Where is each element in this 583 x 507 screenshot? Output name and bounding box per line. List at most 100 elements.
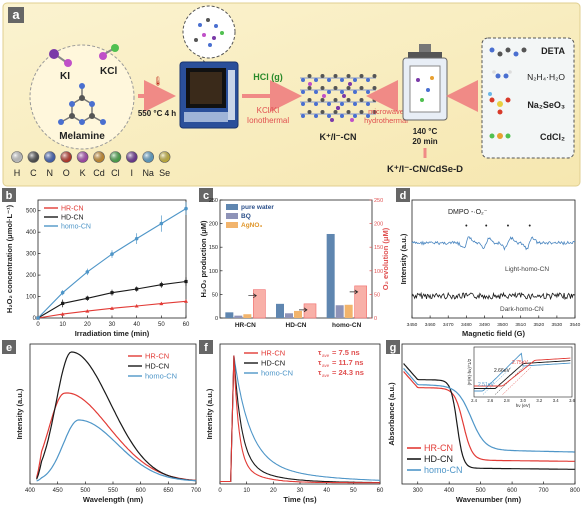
cdcl2-molecule bbox=[489, 133, 511, 139]
series-line-HD-CN bbox=[36, 351, 197, 482]
data-point bbox=[159, 221, 164, 226]
x-tick-label: 60 bbox=[377, 488, 384, 494]
cn-atom bbox=[327, 90, 331, 94]
panel-letter-box bbox=[386, 340, 400, 354]
x-tick-label: 300 bbox=[413, 488, 424, 494]
cn-atom bbox=[353, 90, 357, 94]
series-line-HD-CN bbox=[37, 280, 187, 319]
y-tick-label: 100 bbox=[209, 269, 218, 275]
x-tick-label: 500 bbox=[476, 488, 487, 494]
x-tick-label: 60 bbox=[183, 322, 190, 328]
y2-tick-label: 250 bbox=[374, 198, 383, 204]
atom-legend-shine bbox=[159, 151, 171, 163]
hydrazine-molecule bbox=[492, 70, 512, 79]
cn-atom bbox=[359, 110, 364, 114]
tau-subscript: ave bbox=[322, 353, 330, 358]
cn-atom bbox=[314, 90, 318, 94]
x-axis-label: Wavenumber (nm) bbox=[456, 495, 522, 504]
data-point bbox=[36, 316, 40, 320]
cn-atom bbox=[340, 78, 344, 82]
condition-1: 550 °C 4 h bbox=[138, 109, 176, 118]
atom-legend-label: N bbox=[47, 168, 54, 178]
cn-atom bbox=[333, 110, 338, 114]
inset-gap-label: 2.66eV bbox=[494, 368, 511, 374]
y-tick-label: 50 bbox=[212, 292, 218, 298]
cn-atom bbox=[320, 86, 325, 90]
legend-label: HR-CN bbox=[145, 352, 169, 361]
x-tick-label: 3480 bbox=[461, 322, 472, 328]
legend-label: HD-CN bbox=[261, 359, 285, 368]
ionothermal-2: Ionothermal bbox=[247, 116, 289, 125]
x-tick-label: 0 bbox=[218, 488, 222, 494]
cn-atom bbox=[340, 90, 344, 94]
x-tick-label: 3500 bbox=[497, 322, 508, 328]
x-tick-label: 3450 bbox=[407, 322, 418, 328]
light-trace bbox=[411, 236, 576, 251]
atom-legend-label: Cl bbox=[111, 168, 120, 178]
zoom-bubble-structure bbox=[194, 18, 224, 47]
atom-legend-label: H bbox=[14, 168, 21, 178]
panel-c: c 0 50 100 150 200 250 H₂O₂ production (μM) 0 50 1… bbox=[199, 188, 390, 329]
plot-frame bbox=[411, 199, 576, 319]
x-tick-label: 3520 bbox=[533, 322, 544, 328]
series-line-homo-CN bbox=[220, 355, 380, 483]
product-1: K⁺/I⁻-CN bbox=[320, 132, 357, 142]
atom-legend-shine bbox=[60, 151, 72, 163]
x-tick-label: 40 bbox=[133, 322, 140, 328]
series-line-HR-CN bbox=[220, 355, 380, 484]
cn-atom bbox=[320, 110, 325, 114]
y-axis-label: Intensity (a.u.) bbox=[15, 388, 24, 439]
inset-tangent bbox=[502, 366, 532, 395]
inset-y-label: (F(R)·hν)^1/2 bbox=[467, 358, 472, 385]
y-tick-label: 0 bbox=[33, 316, 37, 322]
cn-atom bbox=[372, 98, 377, 102]
cn-atom bbox=[346, 98, 351, 102]
cn-atom bbox=[340, 114, 344, 118]
x-tick-label: 20 bbox=[84, 322, 91, 328]
series-line-HR-CN bbox=[36, 392, 197, 481]
x-axis-label: Time (ns) bbox=[283, 495, 317, 504]
reagent-hydrazine: N₂H₄·H₂O bbox=[527, 72, 565, 82]
cn-atom bbox=[346, 86, 351, 90]
atom-legend-shine bbox=[44, 151, 56, 163]
cn-atom bbox=[301, 78, 305, 82]
panel-a-letter-box bbox=[8, 7, 24, 23]
tau-symbol: τ bbox=[318, 348, 322, 357]
tau-symbol: τ bbox=[318, 368, 322, 377]
inset-curve bbox=[474, 352, 571, 392]
arrow-icon bbox=[349, 289, 359, 295]
x-tick-label: 50 bbox=[350, 488, 357, 494]
trace-label-dark: Dark-homo-CN bbox=[500, 306, 544, 313]
data-point bbox=[134, 303, 139, 308]
x-tick-label: 3490 bbox=[479, 322, 490, 328]
x-tick-label: 600 bbox=[136, 488, 147, 494]
thermometer-icon: 🌡 bbox=[152, 76, 163, 86]
atom-legend-label: O bbox=[63, 168, 70, 178]
atom-legend-label: Cd bbox=[93, 168, 105, 178]
legend-label: homo-CN bbox=[261, 369, 293, 378]
x-tick-label: 3510 bbox=[515, 322, 526, 328]
melamine-label: Melamine bbox=[59, 131, 105, 142]
legend-label: HR-CN bbox=[61, 206, 84, 213]
legend-label: pure water bbox=[241, 204, 274, 211]
cn-atom bbox=[353, 78, 357, 82]
microwave-label: microwave bbox=[368, 107, 404, 116]
cn-atom bbox=[327, 78, 331, 82]
peak-marker: • bbox=[465, 223, 468, 230]
atom-legend-label: Se bbox=[159, 168, 170, 178]
inset-x-label: hν (eV) bbox=[516, 403, 531, 408]
x-tick-label: 3470 bbox=[443, 322, 454, 328]
data-point bbox=[184, 279, 188, 284]
reagent-cdcl2: CdCl₂ bbox=[540, 132, 565, 142]
y-tick-label: 200 bbox=[209, 222, 218, 228]
reagent-na2seo3: Na₂SeO₃ bbox=[527, 100, 565, 110]
data-point bbox=[85, 309, 90, 313]
inset-x-tick-label: 2.4 bbox=[471, 398, 477, 403]
hydrothermal-label: hydrothermal bbox=[364, 116, 408, 125]
tau-value: = 11.7 ns bbox=[332, 358, 363, 367]
y2-tick-label: 50 bbox=[374, 292, 380, 298]
legend-label: HR-CN bbox=[261, 349, 285, 358]
o2-bar bbox=[303, 303, 317, 319]
data-point bbox=[159, 283, 163, 287]
i-ion bbox=[348, 82, 352, 86]
